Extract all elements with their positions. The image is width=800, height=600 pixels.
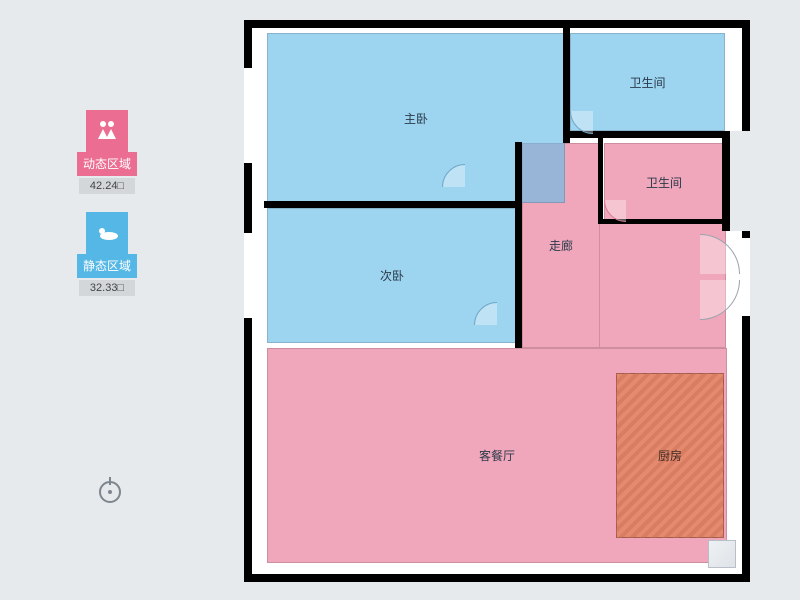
legend-static: 静态区域 32.33□ — [77, 212, 137, 296]
room-label: 卫生间 — [646, 174, 682, 191]
legend-dynamic-value: 42.24□ — [79, 178, 135, 194]
window-opening — [244, 68, 254, 163]
room-label: 卫生间 — [629, 74, 665, 91]
room-label: 厨房 — [658, 447, 682, 464]
wall — [515, 142, 522, 348]
room-kitchen: 厨房 — [616, 373, 724, 538]
wall — [722, 131, 730, 231]
room-label: 客餐厅 — [479, 447, 515, 464]
compass-icon — [95, 475, 125, 505]
wall — [563, 28, 570, 143]
floor-marker — [708, 540, 736, 568]
legend-static-label: 静态区域 — [77, 254, 137, 278]
legend: 动态区域 42.24□ 静态区域 32.33□ — [77, 110, 137, 314]
window-opening — [244, 233, 254, 318]
people-icon — [86, 110, 128, 152]
room-label: 走廊 — [549, 237, 573, 254]
wall — [598, 138, 603, 223]
legend-dynamic-label: 动态区域 — [77, 152, 137, 176]
floorplan: 客餐厅 走廊 卫生间 主卧 卫生间 次卧 厨房 — [244, 20, 750, 582]
legend-dynamic: 动态区域 42.24□ — [77, 110, 137, 194]
door-opening — [734, 238, 750, 316]
room-label: 主卧 — [404, 110, 428, 127]
room-label: 次卧 — [380, 267, 404, 284]
wall — [264, 201, 522, 208]
sleep-icon — [86, 212, 128, 254]
room-bathroom-1: 卫生间 — [570, 33, 725, 131]
legend-static-value: 32.33□ — [79, 280, 135, 296]
floorplan-interior: 客餐厅 走廊 卫生间 主卧 卫生间 次卧 厨房 — [252, 28, 742, 574]
wall-notch — [728, 131, 750, 231]
